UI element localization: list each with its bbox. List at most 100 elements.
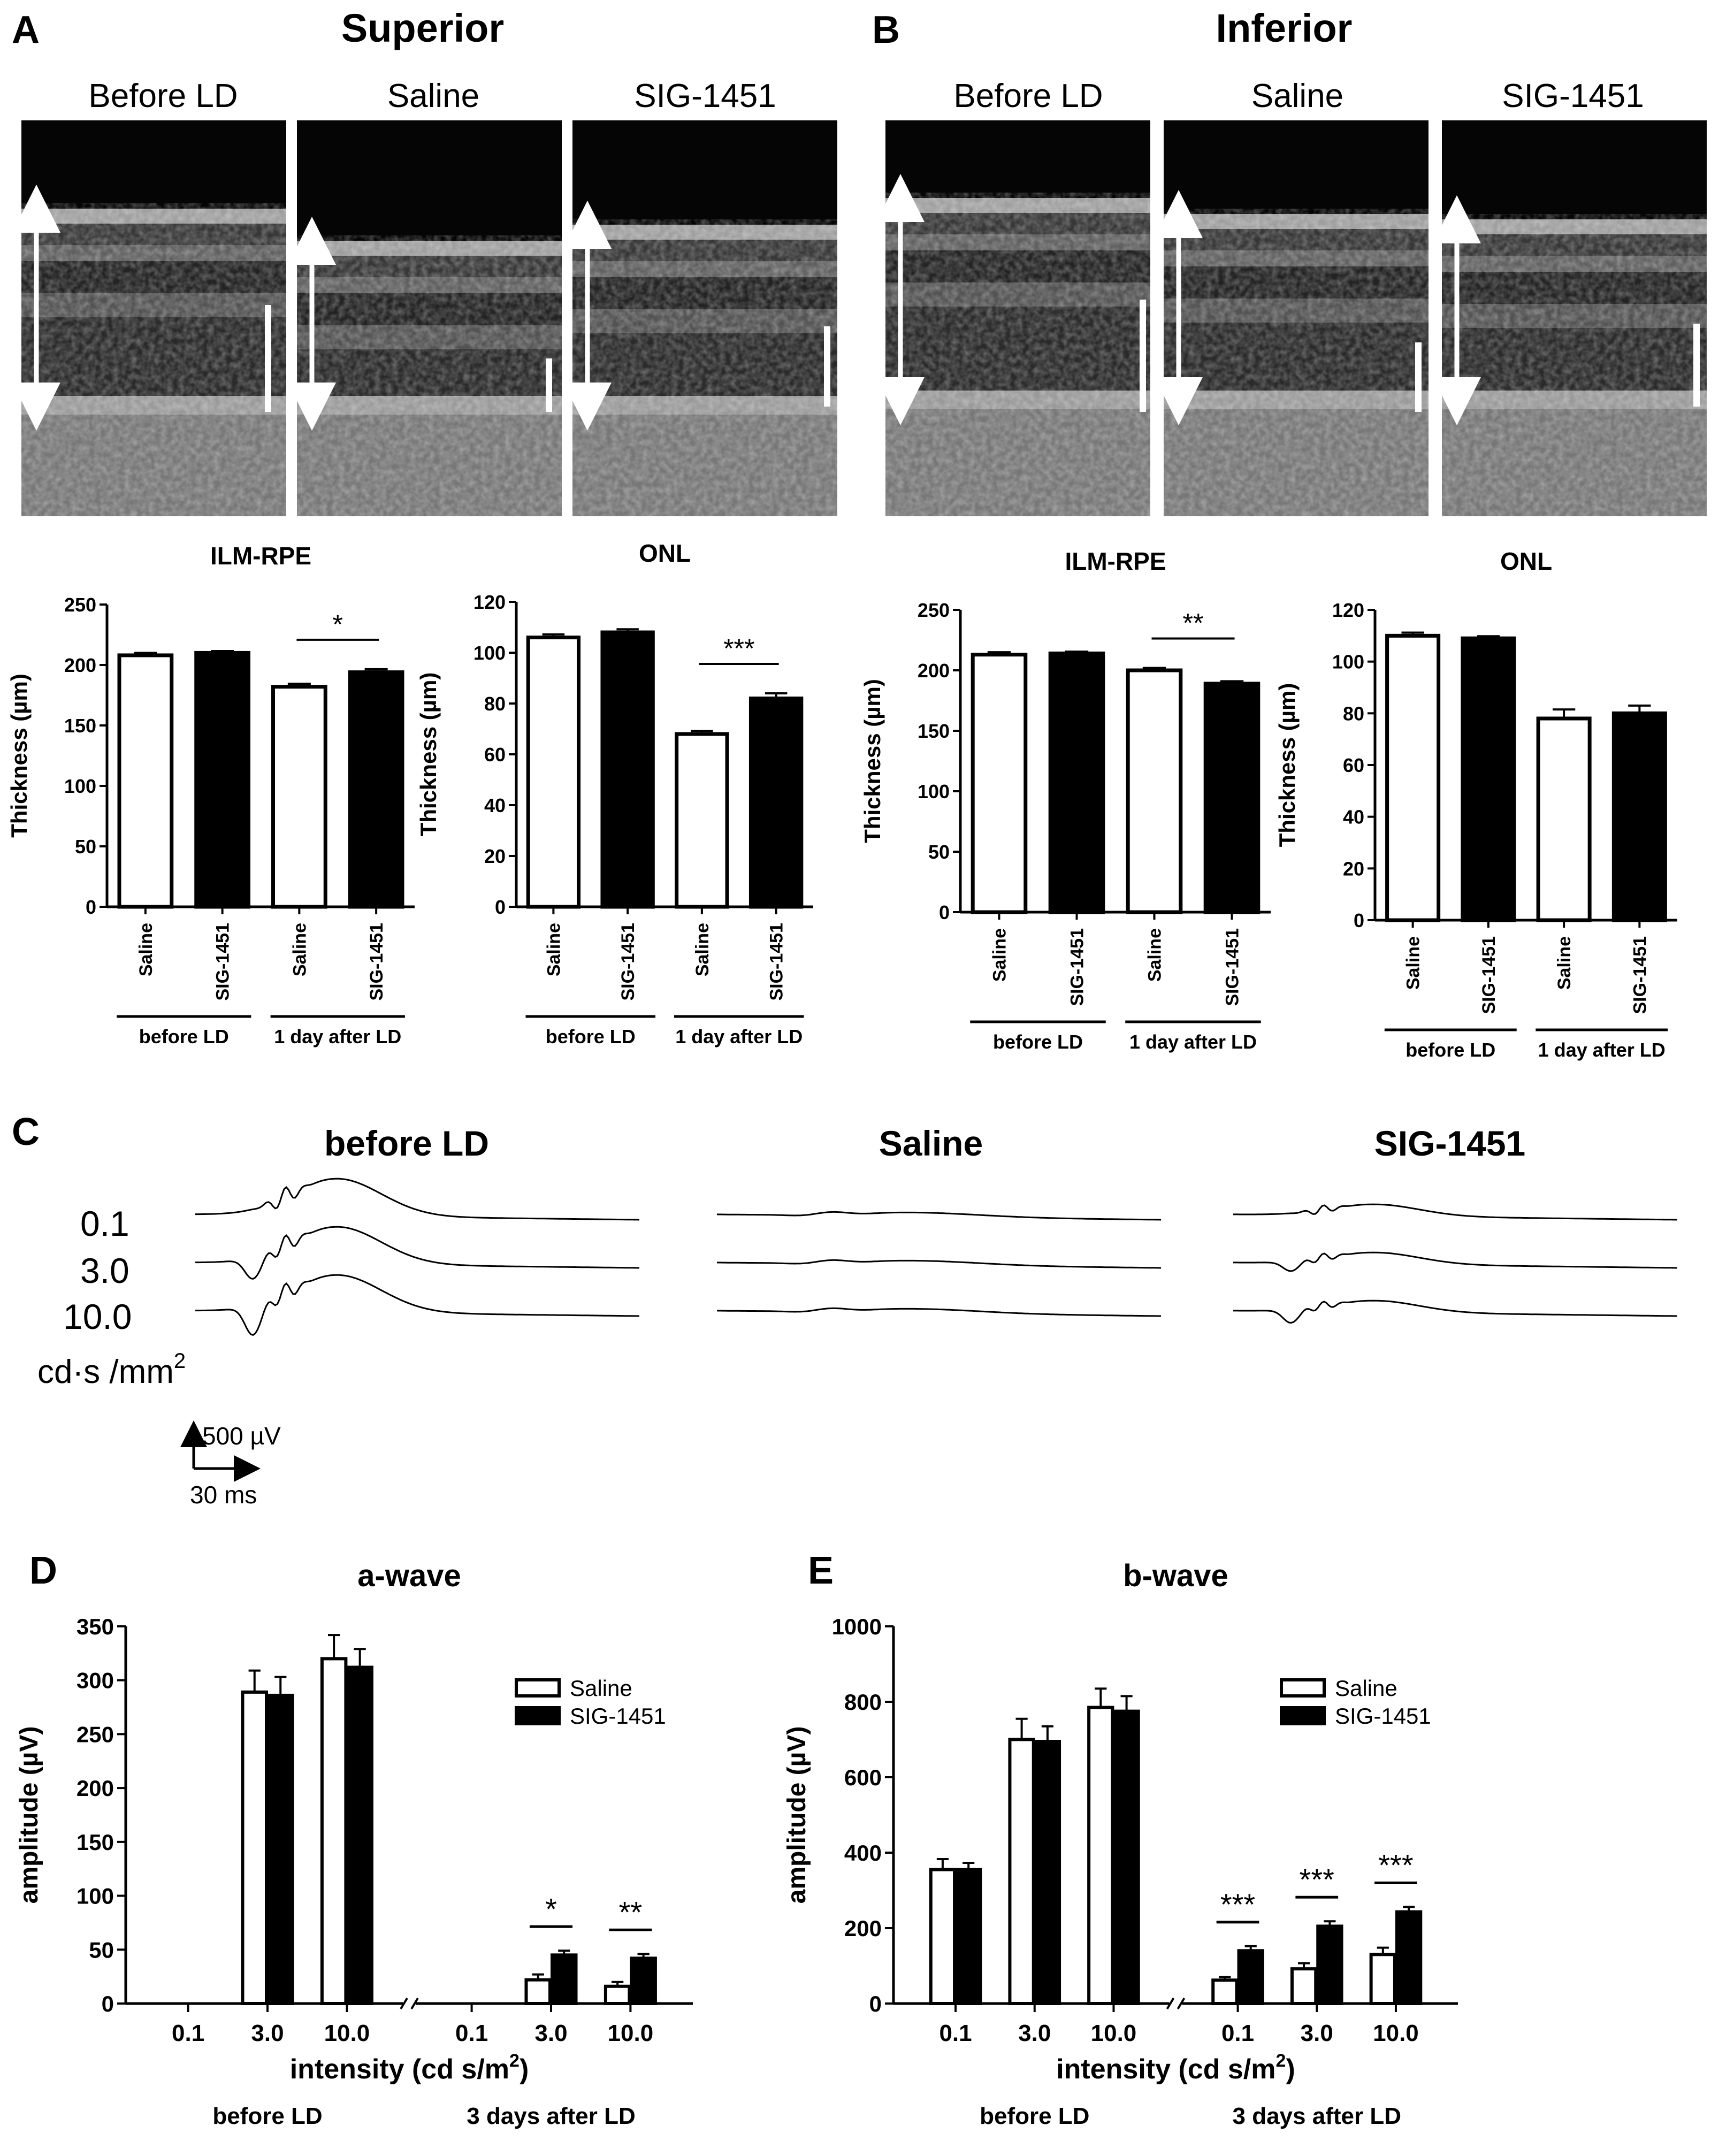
- bar: [346, 1665, 373, 2006]
- group-label: before LD: [139, 1026, 229, 1048]
- bar: [604, 1984, 631, 2006]
- group-label: 3 days after LD: [467, 2103, 635, 2129]
- y-tick-label: 150: [77, 1830, 114, 1855]
- x-tick-label: 0.1: [172, 2020, 204, 2046]
- legend-label: Saline: [570, 1676, 632, 1701]
- x-tick-label: 10.0: [324, 2020, 370, 2046]
- x-axis-label: intensity (cd s/m2): [1056, 2051, 1295, 2085]
- bar: [320, 1657, 348, 2005]
- x-tick-label: Saline: [289, 923, 310, 976]
- oct-scale-bar: [1140, 300, 1146, 412]
- chart-title: ILM-RPE: [1065, 547, 1166, 575]
- y-tick-label: 200: [64, 654, 96, 676]
- axis-break-mark: [410, 1997, 419, 2010]
- bar: [524, 1978, 552, 2006]
- y-tick-label: 120: [473, 591, 506, 613]
- x-tick-label: SIG-1451: [1067, 928, 1088, 1006]
- oct-scale-bar: [265, 305, 271, 412]
- x-tick-label: SIG-1451: [213, 923, 233, 1001]
- erg-trace: [195, 1226, 640, 1280]
- bar: [1290, 1967, 1318, 2005]
- x-tick-label: 0.1: [455, 2020, 488, 2046]
- bar: [1237, 1949, 1264, 2006]
- oct-label-b-saline: Saline: [1251, 78, 1343, 114]
- bar: [600, 630, 655, 909]
- x-axis-label-end: ): [520, 2054, 529, 2085]
- bar: [526, 636, 581, 909]
- y-tick-label: 250: [918, 599, 950, 621]
- y-tick-label: 600: [844, 1765, 882, 1790]
- x-tick-label: SIG-1451: [618, 923, 638, 1001]
- y-tick-label: 400: [844, 1840, 882, 1866]
- oct-scale-bar: [546, 358, 552, 412]
- chart-title: ONL: [639, 539, 691, 567]
- x-tick-label: Saline: [136, 923, 156, 976]
- x-tick-label: 3.0: [1301, 2020, 1333, 2046]
- y-tick-label: 250: [64, 594, 96, 616]
- legend-label: Saline: [1335, 1676, 1397, 1701]
- oct-label-a-sig: SIG-1451: [634, 78, 776, 114]
- y-tick-label: 80: [1343, 702, 1364, 724]
- y-tick-label: 40: [1343, 806, 1364, 828]
- erg-unit-label: cd·s /mm2: [37, 1349, 186, 1390]
- oct-image: [12, 120, 286, 516]
- y-axis-label: amplitude (µV): [15, 1726, 43, 1904]
- group-label: before LD: [980, 2103, 1089, 2129]
- y-tick-label: 100: [77, 1884, 114, 1909]
- oct-scale-bar: [824, 326, 830, 407]
- y-tick-label: 100: [918, 781, 950, 802]
- bar: [1461, 636, 1516, 922]
- bar: [748, 697, 804, 909]
- panel-letter-e: E: [808, 1549, 834, 1592]
- group-label: before LD: [993, 1031, 1083, 1053]
- erg-intensity-0: 0.1: [80, 1204, 129, 1243]
- y-axis-label: Thickness (µm): [6, 674, 32, 838]
- bar: [117, 653, 174, 909]
- y-axis-label: Thickness (µm): [860, 679, 885, 843]
- bar: [267, 1693, 294, 2005]
- panel-letter-d: D: [29, 1549, 57, 1592]
- bar: [971, 653, 1028, 914]
- legend-swatch: [1280, 1706, 1326, 1725]
- x-tick-label: Saline: [544, 923, 564, 976]
- chart-e-b-wave: b-wave amplitude (µV) 0 200 400 600 800 1000 0.1…: [783, 1558, 1458, 2129]
- x-tick-label: Saline: [1403, 936, 1424, 990]
- chart-b-ilm-rpe: ILM-RPE Thickness (µm) 0 50 100 150 200 250 Sali…: [860, 547, 1271, 1053]
- bar: [1369, 1953, 1396, 2006]
- erg-title-saline: Saline: [879, 1123, 983, 1163]
- erg-scale-bar: 500 µV 30 ms: [180, 1420, 281, 1509]
- erg-trace: [716, 1211, 1162, 1221]
- erg-trace: [195, 1274, 640, 1336]
- bar: [675, 732, 729, 909]
- oct-speckle: [297, 235, 562, 516]
- significance-label: *: [545, 1892, 557, 1925]
- bar: [1611, 711, 1667, 922]
- oct-speckle: [1442, 214, 1707, 516]
- y-tick-label: 120: [1332, 599, 1364, 621]
- y-tick-label: 60: [1343, 754, 1364, 776]
- group-label: before LD: [1405, 1039, 1495, 1061]
- chart-title: a-wave: [357, 1558, 461, 1593]
- oct-label-a-saline: Saline: [387, 78, 479, 114]
- y-axis-label: Thickness (µm): [1274, 683, 1300, 847]
- y-tick-label: 150: [64, 715, 96, 737]
- significance-label: ***: [723, 633, 754, 663]
- bar: [1048, 651, 1105, 914]
- group-label: 1 day after LD: [1129, 1031, 1257, 1053]
- erg-trace: [1233, 1203, 1678, 1221]
- oct-image: [563, 120, 837, 516]
- y-tick-label: 20: [1343, 858, 1364, 880]
- y-tick-label: 100: [473, 642, 506, 664]
- bar: [1385, 633, 1441, 922]
- significance-label: ***: [1220, 1887, 1255, 1921]
- oct-speckle: [21, 203, 286, 516]
- y-tick-label: 20: [484, 845, 506, 867]
- oct-image-group: [12, 120, 1707, 516]
- legend-swatch: [1280, 1678, 1326, 1698]
- x-tick-label: Saline: [692, 923, 713, 976]
- y-tick-label: 300: [77, 1668, 114, 1693]
- group-label: 3 days after LD: [1233, 2103, 1401, 2129]
- y-tick-label: 100: [64, 775, 96, 797]
- oct-image: [1433, 120, 1707, 516]
- erg-title-sig: SIG-1451: [1374, 1123, 1526, 1163]
